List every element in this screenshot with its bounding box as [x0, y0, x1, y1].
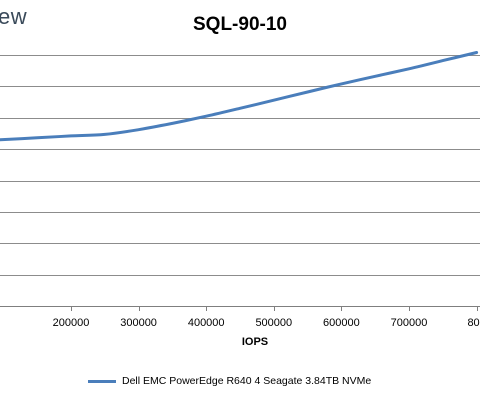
gridlines	[0, 55, 480, 307]
series-line-0	[0, 51, 479, 142]
x-tick-label: 600000	[323, 317, 360, 329]
legend: Dell EMC PowerEdge R640 4 Seagate 3.84TB…	[88, 374, 371, 388]
legend-swatch	[88, 379, 116, 383]
x-tick-label: 400000	[188, 317, 225, 329]
x-tick-label: 700000	[391, 317, 428, 329]
x-tick-label: 300000	[120, 317, 157, 329]
x-tick-label: 800	[467, 317, 480, 329]
x-axis-label: IOPS	[241, 336, 269, 348]
x-tick-label: 200000	[53, 317, 90, 329]
x-tick-labels: 200000 300000 400000 500000 600000 700000 800	[53, 306, 480, 329]
logo-text: ew	[0, 4, 28, 29]
chart-title: SQL-90-10	[193, 14, 287, 35]
legend-label: Dell EMC PowerEdge R640 4 Seagate 3.84TB…	[122, 375, 372, 387]
x-tick-label: 500000	[255, 317, 292, 329]
series-lines	[0, 51, 479, 142]
